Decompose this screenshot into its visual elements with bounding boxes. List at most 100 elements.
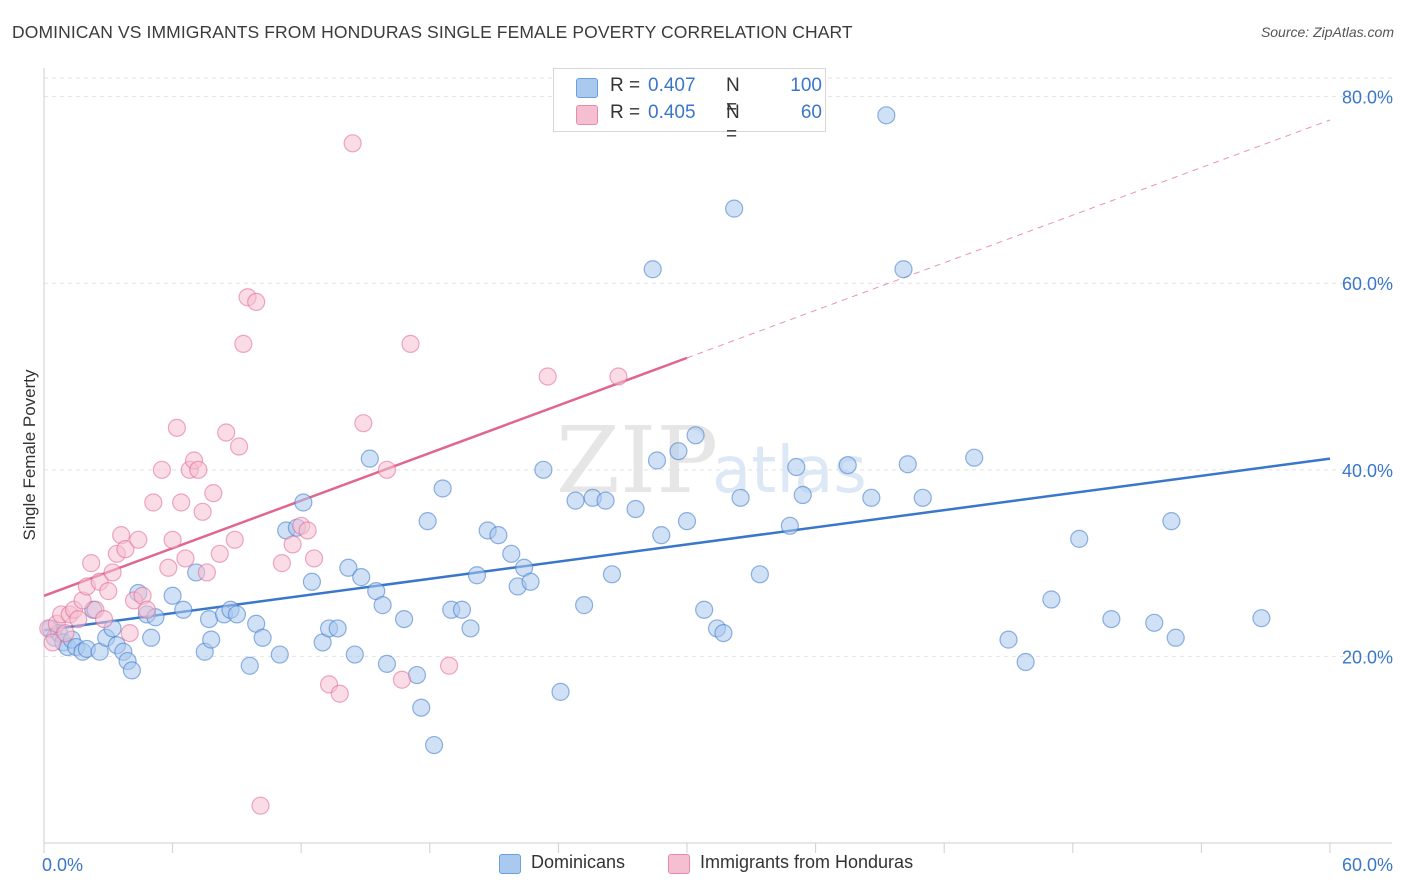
bottom-legend-swatch-honduras [668, 854, 690, 874]
y-tick-label: 60.0% [1342, 274, 1393, 294]
point-honduras [159, 558, 178, 577]
point-dominicans [695, 600, 714, 619]
legend-n-value: 100 [790, 75, 822, 96]
legend-swatch-honduras [576, 105, 598, 125]
point-honduras [377, 460, 397, 479]
point-honduras [439, 656, 459, 675]
bottom-legend-label: Dominicans [531, 852, 626, 872]
point-honduras [99, 582, 118, 601]
point-dominicans [253, 628, 272, 647]
bottom-legend-label: Immigrants from Honduras [700, 852, 914, 872]
point-dominicans [521, 572, 540, 591]
point-dominicans [1042, 590, 1061, 609]
point-honduras [116, 540, 135, 559]
point-honduras [283, 535, 302, 554]
point-dominicans [626, 499, 645, 519]
point-dominicans [1145, 613, 1164, 632]
y-tick-label: 80.0% [1342, 88, 1393, 108]
point-dominicans [174, 600, 193, 619]
point-dominicans [780, 516, 799, 535]
point-honduras [330, 684, 349, 703]
point-honduras [56, 623, 75, 643]
point-dominicans [1252, 609, 1271, 628]
point-honduras [197, 563, 216, 582]
legend-r-label: R = [610, 75, 641, 96]
point-honduras [189, 460, 208, 479]
point-honduras [193, 502, 212, 521]
point-dominicans [122, 661, 141, 680]
legend-r-value: 0.407 [648, 75, 696, 96]
point-honduras [69, 609, 88, 629]
point-dominicans [407, 665, 427, 685]
point-dominicans [725, 199, 744, 218]
point-honduras [120, 623, 139, 643]
point-dominicans [862, 488, 881, 507]
point-honduras [217, 423, 236, 442]
point-dominicans [240, 656, 259, 675]
point-dominicans [1102, 609, 1121, 629]
point-dominicans [647, 451, 667, 470]
point-dominicans [1162, 512, 1181, 531]
point-dominicans [793, 485, 812, 505]
point-dominicans [377, 654, 397, 673]
point-dominicans [352, 568, 371, 587]
point-dominicans [1166, 628, 1185, 647]
point-honduras [172, 493, 191, 512]
point-honduras [251, 796, 270, 815]
point-dominicans [1070, 529, 1089, 548]
point-dominicans [894, 260, 913, 279]
point-dominicans [686, 426, 705, 445]
point-dominicans [467, 566, 487, 585]
point-dominicans [913, 488, 932, 507]
point-dominicans [345, 645, 364, 664]
point-honduras [298, 521, 317, 540]
point-honduras [392, 670, 412, 689]
point-dominicans [270, 645, 289, 664]
trend-extension-1 [686, 119, 1331, 359]
point-honduras [225, 530, 244, 549]
stats-legend: R = 0.407 N = 100 R = 0.405 N = 60 [553, 68, 826, 145]
point-dominicans [787, 457, 806, 477]
point-dominicans [566, 491, 585, 510]
point-honduras [304, 549, 324, 568]
point-dominicans [575, 596, 594, 615]
point-honduras [152, 460, 171, 479]
point-dominicans [452, 600, 472, 619]
legend-swatch-dominicans [576, 78, 598, 98]
point-dominicans [360, 449, 379, 468]
point-honduras [229, 437, 249, 456]
point-dominicans [328, 619, 347, 638]
point-dominicans [227, 605, 246, 624]
point-honduras [343, 134, 362, 153]
point-dominicans [199, 609, 219, 629]
point-dominicans [142, 628, 161, 647]
source-label: Source: ZipAtlas.com [1260, 24, 1394, 40]
point-dominicans [418, 512, 437, 531]
legend-n-value: 60 [800, 102, 822, 123]
y-tick-label: 20.0% [1342, 647, 1393, 667]
point-dominicans [202, 630, 221, 649]
point-honduras [401, 334, 420, 353]
point-dominicans [373, 596, 392, 615]
point-honduras [210, 544, 229, 563]
point-honduras [609, 367, 628, 386]
point-dominicans [424, 735, 444, 755]
point-dominicans [394, 609, 414, 629]
point-honduras [129, 530, 148, 549]
point-dominicans [677, 512, 697, 531]
point-dominicans [461, 619, 480, 638]
point-dominicans [602, 565, 622, 584]
legend-n-label: N = [726, 102, 740, 145]
point-dominicans [596, 491, 615, 510]
point-dominicans [551, 682, 570, 701]
point-dominicans [965, 448, 984, 467]
point-dominicans [750, 565, 769, 584]
point-dominicans [999, 630, 1018, 649]
point-dominicans [731, 488, 750, 507]
point-dominicans [1016, 652, 1035, 672]
point-dominicans [294, 493, 313, 512]
bottom-legend-swatch-dominicans [499, 854, 521, 874]
point-honduras [234, 334, 253, 353]
trend-line-0 [43, 457, 1331, 632]
